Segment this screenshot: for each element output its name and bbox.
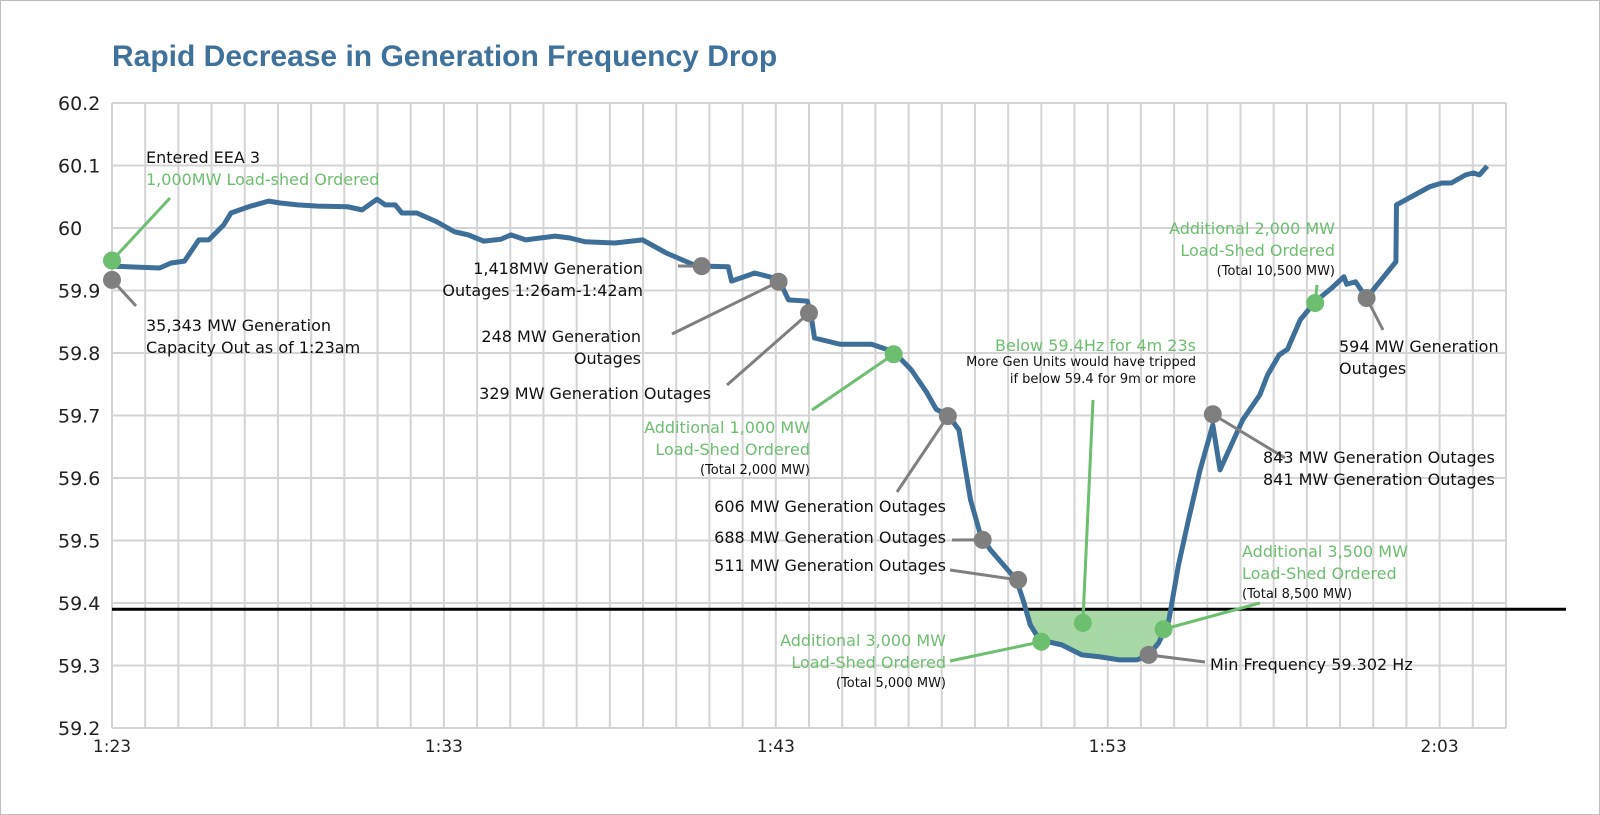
outage-marker [973,530,992,549]
annotation-leader-line [1148,653,1206,664]
annotation-text: 841 MW Generation Outages [1263,470,1495,489]
annotation-text: Outages 1:26am-1:42am [442,281,643,300]
annotation-text: 35,343 MW Generation [146,316,331,335]
annotation-text: 248 MW Generation [481,327,641,346]
y-tick-label: 59.2 [58,718,100,740]
annotation-text: Load-Shed Ordered [791,653,946,672]
y-tick-label: 59.5 [58,531,100,553]
annotation-text: 606 MW Generation Outages [714,497,946,516]
y-tick-label: 59.6 [58,468,100,490]
x-tick-label: 1:43 [757,737,795,757]
annotation-text: Additional 1,000 MW [644,418,810,437]
annotation-leader-line [671,280,780,336]
annotation-leader-line [1163,601,1261,631]
x-tick-label: 1:33 [425,737,463,757]
annotation-text: Min Frequency 59.302 Hz [1210,655,1413,674]
outage-marker [1203,405,1222,424]
annotation-leader-line [1212,412,1286,460]
annotation-text: 843 MW Generation Outages [1263,448,1495,467]
y-tick-label: 59.4 [58,593,100,615]
x-tick-label: 2:03 [1421,737,1459,757]
outage-marker [938,407,957,426]
y-tick-label: 59.8 [58,343,100,365]
annotation-leader-line [110,196,172,262]
annotation-text: 594 MW Generation [1339,337,1499,356]
annotation-text: More Gen Units would have tripped [966,355,1196,370]
annotation-text: Load-Shed Ordered [1242,564,1397,583]
annotation-text: Entered EEA 3 [146,148,260,167]
annotation-text: 688 MW Generation Outages [714,528,946,547]
annotation-text: Load-Shed Ordered [655,440,810,459]
y-tick-label: 60.1 [58,156,100,178]
y-tick-label: 60.2 [58,93,100,115]
annotation-text: (Total 8,500 MW) [1242,587,1352,602]
annotation-text: 329 MW Generation Outages [479,384,711,403]
outage-marker [692,257,711,276]
outage-marker [1357,289,1376,307]
chart-title: Rapid Decrease in Generation Frequency D… [112,40,778,73]
annotation-text: Additional 3,000 MW [780,631,946,650]
annotation-text: (Total 10,500 MW) [1217,264,1335,279]
annotation-text: Outages [1339,359,1406,378]
below-threshold-shading [1025,609,1171,660]
x-tick-label: 1:23 [93,737,131,757]
y-tick-label: 59.7 [58,406,100,428]
y-tick-label: 59.3 [58,656,100,678]
outage-marker [769,272,788,291]
load-shed-marker [1073,614,1092,632]
annotation-leader-line [726,311,810,387]
annotation-leader-line [949,568,1019,582]
annotation-text: Additional 3,500 MW [1242,542,1408,561]
annotation-leader-line [1081,399,1095,624]
annotation-text: (Total 2,000 MW) [700,463,810,478]
outage-marker [1009,570,1028,589]
load-shed-marker [1306,294,1325,312]
annotation-leader-line [895,415,950,493]
annotation-leader-line [949,640,1042,663]
outage-marker [103,270,121,289]
annotation-text: Outages [574,349,641,368]
annotation-text: (Total 5,000 MW) [836,676,946,691]
annotation-text: Capacity Out as of 1:23am [146,338,360,357]
load-shed-marker [1032,632,1051,651]
load-shed-marker [103,251,121,270]
load-shed-marker [884,345,903,364]
y-tick-label: 59.9 [58,281,100,303]
outage-marker [800,304,818,322]
y-tick-label: 60 [58,218,82,240]
annotation-text: 1,418MW Generation [473,259,643,278]
annotation-text: Load-Shed Ordered [1180,241,1335,260]
x-tick-label: 1:53 [1089,737,1127,757]
annotation-text: Below 59.4Hz for 4m 23s [995,336,1196,355]
load-shed-marker [1154,620,1173,639]
frequency-line [111,164,1490,663]
annotation-text: 1,000MW Load-shed Ordered [146,170,379,189]
annotation-text: 511 MW Generation Outages [714,556,946,575]
annotation-text: if below 59.4 for 9m or more [1010,372,1196,387]
annotation-leader-line [811,353,895,412]
outage-marker [1139,645,1158,664]
annotation-text: Additional 2,000 MW [1169,219,1335,238]
